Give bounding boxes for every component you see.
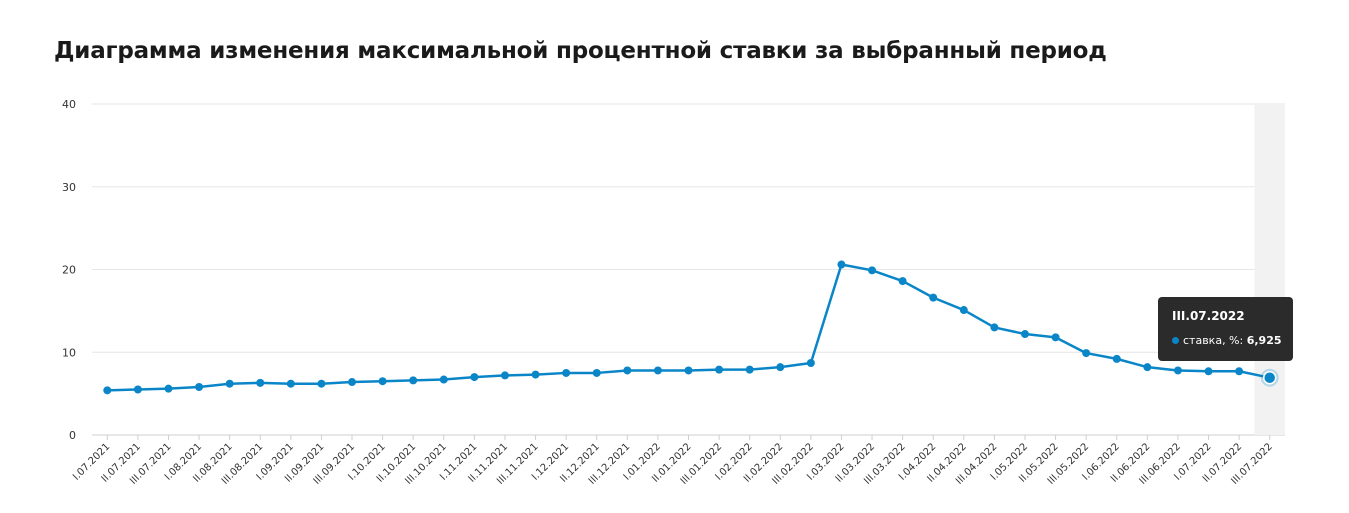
data-point[interactable]: [684, 366, 693, 375]
y-tick-label: 0: [69, 429, 76, 442]
data-point[interactable]: [1051, 333, 1060, 342]
tooltip-series-dot-icon: [1172, 336, 1179, 344]
data-point[interactable]: [776, 363, 785, 372]
data-point[interactable]: [470, 373, 479, 382]
data-point[interactable]: [1173, 366, 1182, 375]
data-point[interactable]: [409, 376, 418, 385]
data-point[interactable]: [286, 379, 295, 388]
data-point[interactable]: [653, 366, 662, 375]
data-point[interactable]: [745, 365, 754, 374]
y-tick-label: 20: [62, 264, 76, 277]
data-point[interactable]: [868, 266, 877, 275]
data-point[interactable]: [1082, 349, 1091, 358]
data-point[interactable]: [959, 306, 968, 315]
data-point[interactable]: [225, 379, 234, 388]
points-layer: [103, 260, 1279, 395]
y-axis-ticks: 0 10 20 30 40: [62, 98, 76, 442]
y-tick-label: 10: [62, 346, 76, 359]
tooltip-title: III.07.2022: [1172, 309, 1245, 323]
chart-title: Диаграмма изменения максимальной процент…: [54, 38, 1107, 64]
data-point[interactable]: [133, 385, 142, 394]
data-point[interactable]: [531, 370, 540, 379]
data-point[interactable]: [562, 368, 571, 377]
y-tick-label: 40: [62, 98, 76, 111]
data-point[interactable]: [103, 386, 112, 395]
data-point[interactable]: [1020, 330, 1029, 339]
tooltip-row: ставка, %: 6,925: [1172, 334, 1282, 347]
data-point[interactable]: [195, 383, 204, 392]
data-point[interactable]: [378, 377, 387, 386]
y-tick-label: 30: [62, 181, 76, 194]
data-point[interactable]: [1112, 354, 1121, 363]
data-point[interactable]: [990, 323, 999, 332]
tooltip-value: 6,925: [1246, 334, 1282, 347]
data-point[interactable]: [317, 379, 326, 388]
data-point[interactable]: [898, 277, 907, 286]
data-point[interactable]: [837, 260, 846, 269]
data-point[interactable]: [348, 378, 357, 387]
tooltip: III.07.2022 ставка, %: 6,925: [1158, 297, 1293, 361]
data-point[interactable]: [256, 378, 265, 387]
data-point[interactable]: [715, 365, 724, 374]
data-point[interactable]: [806, 359, 815, 368]
data-point[interactable]: [439, 375, 448, 384]
data-point[interactable]: [592, 368, 601, 377]
highlight-point[interactable]: [1262, 370, 1277, 385]
data-point[interactable]: [929, 293, 938, 302]
data-point[interactable]: [500, 371, 509, 380]
data-point[interactable]: [1143, 363, 1152, 372]
tooltip-series-label: ставка, %:: [1183, 334, 1244, 347]
data-point[interactable]: [1235, 367, 1244, 376]
data-point[interactable]: [164, 384, 173, 393]
grid-lines: [92, 103, 1285, 436]
data-point[interactable]: [1204, 367, 1213, 376]
x-axis-ticks: I.07.2021II.07.2021III.07.2021I.08.2021I…: [71, 435, 1275, 487]
data-point[interactable]: [623, 366, 632, 375]
